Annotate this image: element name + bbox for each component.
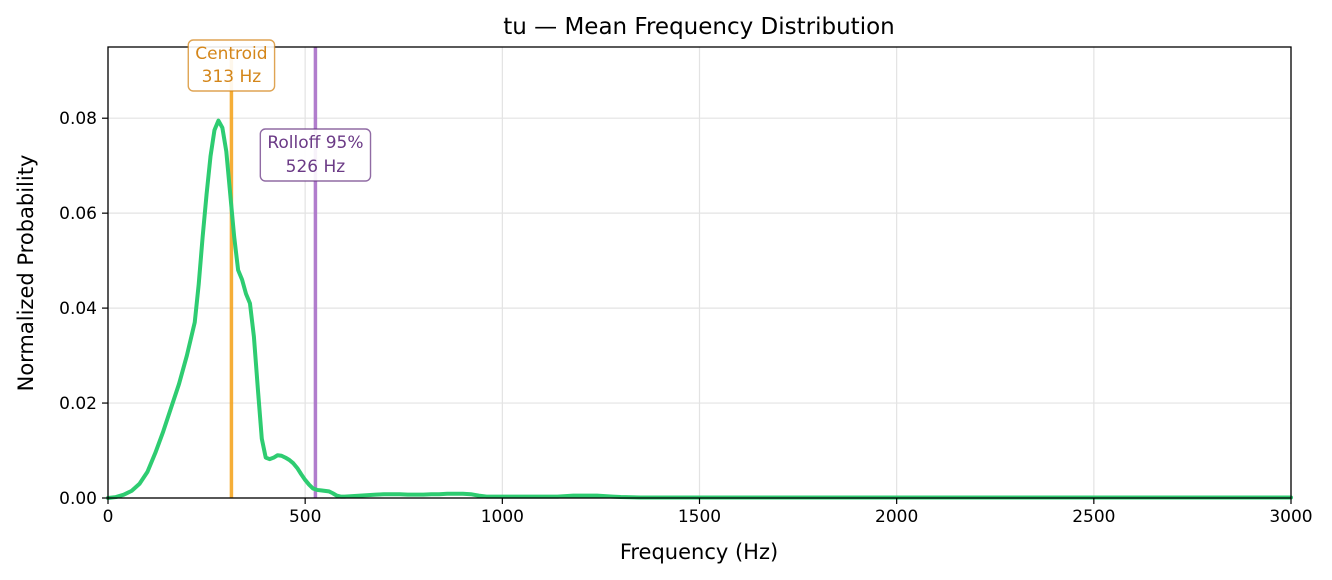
annotation-box	[259, 128, 372, 182]
annotation-value: 313 Hz	[202, 67, 262, 87]
y-tick-label: 0.02	[59, 394, 97, 414]
chart-title: tu — Mean Frequency Distribution	[503, 14, 895, 40]
annotation-value: 526 Hz	[286, 157, 346, 177]
annotation-box	[187, 39, 276, 92]
grid	[107, 47, 1292, 499]
x-tick-label: 500	[289, 507, 321, 527]
tick-labels: 0 500 1000 1500 2000 2500 3000 0.00 0.02 0.04 0.06…	[59, 109, 1312, 527]
x-tick-label: 0	[103, 507, 114, 527]
x-tick-label: 1000	[481, 507, 524, 527]
x-tick-label: 1500	[678, 507, 721, 527]
y-tick-label: 0.00	[59, 489, 97, 509]
annotation-label: Rolloff 95%	[267, 133, 363, 153]
annotations: Centroid 313 Hz Rolloff 95% 526 Hz	[187, 39, 372, 182]
y-tick-label: 0.04	[59, 299, 97, 319]
x-tick-label: 3000	[1269, 507, 1312, 527]
annotation-label: Centroid	[195, 44, 267, 64]
reference-annotation-1: Rolloff 95% 526 Hz	[259, 128, 372, 182]
y-tick-label: 0.08	[59, 109, 97, 129]
plot-area	[106, 47, 1293, 500]
x-axis-label: Frequency (Hz)	[620, 540, 778, 564]
y-tick-label: 0.06	[59, 204, 97, 224]
axes	[102, 46, 1292, 504]
x-tick-label: 2500	[1072, 507, 1115, 527]
y-axis-label: Normalized Probability	[14, 155, 38, 392]
x-tick-label: 2000	[875, 507, 918, 527]
series-line-0	[106, 118, 1293, 500]
reference-annotation-0: Centroid 313 Hz	[187, 39, 276, 92]
